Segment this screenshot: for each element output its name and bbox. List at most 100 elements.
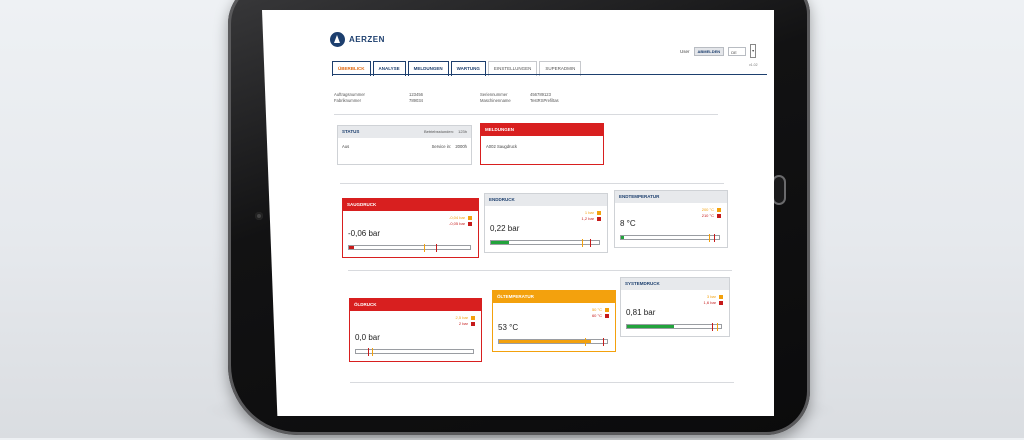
info-right-values: 456789123 TestRSPrefiltas — [530, 92, 559, 103]
gauge-bar — [620, 234, 720, 242]
aerzen-logo[interactable]: AERZEN — [330, 32, 385, 47]
alarm-limit: 1,2 bar — [582, 216, 601, 222]
gauge-limits: 3 bar 1,6 bar — [704, 294, 723, 306]
warning-square-icon — [468, 216, 472, 220]
tab-wartung[interactable]: WARTUNG — [450, 61, 486, 76]
warning-marker — [372, 348, 374, 356]
value-auftragsnummer: 123456 — [409, 92, 423, 97]
gauge-bar-fill — [349, 246, 354, 249]
aerzen-logo-icon — [330, 32, 345, 47]
alarm-limit-value: 1,6 bar — [703, 300, 716, 305]
value-maschinenname: TestRSPrefiltas — [530, 97, 559, 103]
warning-limit: 3 bar — [704, 294, 723, 300]
alarm-square-icon — [605, 314, 609, 318]
gauge-title: SYSTEMDRUCK — [621, 278, 729, 290]
operating-hours-value: 123h — [458, 129, 467, 134]
alarm-square-icon — [717, 214, 721, 218]
tab-einstellungen[interactable]: EINSTELLUNGEN — [487, 61, 538, 76]
divider — [348, 270, 732, 271]
warning-square-icon — [471, 316, 475, 320]
tab-analyse[interactable]: ANALYSE — [372, 61, 406, 76]
label-auftragsnummer: Auftragsnummer — [334, 92, 365, 97]
status-card-header: STATUS Betriebsstunden: 123h — [338, 126, 471, 138]
messages-card[interactable]: MELDUNGEN A002 Saugdruck — [480, 123, 604, 165]
alarm-limit-value: 210 °C — [701, 213, 714, 218]
logout-button[interactable]: ABMELDEN — [693, 46, 725, 56]
warning-limit-value: -0,04 bar — [448, 215, 465, 220]
alarm-marker — [590, 239, 592, 247]
tab-ueberblick[interactable]: ÜBERBLICK — [332, 61, 371, 76]
info-left-values: 123456 789034 — [409, 92, 423, 103]
alarm-square-icon — [468, 222, 472, 226]
gauge-value: 0,22 bar — [490, 224, 520, 233]
warning-marker — [424, 244, 426, 252]
gauge-bar-fill — [499, 340, 591, 343]
messages-card-header: MELDUNGEN — [481, 124, 603, 136]
tablet-screen: AERZEN User ABMELDEN DE ▾ v1.02 ÜBERBLIC… — [262, 10, 774, 416]
language-select[interactable]: DE — [728, 46, 747, 56]
gauge-card-oeldruck[interactable]: ÖLDRUCK 2,5 bar 2 bar 0,0 bar — [349, 298, 482, 362]
alarm-marker — [367, 348, 369, 356]
gauge-card-systemdruck[interactable]: SYSTEMDRUCK 3 bar 1,6 bar 0,81 bar — [620, 277, 730, 337]
alarm-marker — [436, 244, 438, 252]
gauge-card-oeltemperatur[interactable]: ÖLTEMPERATUR 50 °C 60 °C 53 °C — [492, 290, 616, 352]
alarm-marker — [602, 338, 604, 346]
alarm-limit: 2 bar — [456, 321, 475, 327]
gauge-bar — [348, 244, 471, 252]
divider — [334, 114, 718, 115]
divider — [340, 183, 724, 184]
warning-limit: -0,04 bar — [449, 215, 472, 221]
gauge-bar — [498, 338, 608, 346]
warning-limit: 2,5 bar — [456, 315, 475, 321]
gauge-card-endtemperatur[interactable]: ENDTEMPERATUR 200 °C 210 °C 8 °C — [614, 190, 728, 248]
main-tabs: ÜBERBLICK ANALYSE MELDUNGEN WARTUNG EINS… — [332, 61, 582, 76]
gauge-bar — [355, 348, 474, 356]
gauge-title: ÖLDRUCK — [350, 299, 481, 311]
gauge-bar-fill — [491, 241, 510, 244]
label-maschinenname: Maschinenname — [480, 97, 511, 103]
label-fabriknummer: Fabriknummer — [334, 97, 361, 103]
warning-limit-value: 2,5 bar — [455, 315, 468, 320]
gauge-value: -0,06 bar — [348, 229, 381, 238]
gauge-value: 8 °C — [620, 219, 636, 228]
warning-square-icon — [719, 295, 723, 299]
alarm-limit-value: 60 °C — [591, 313, 602, 318]
warning-limit-value: 1 bar — [584, 210, 594, 215]
alarm-limit: 60 °C — [592, 313, 609, 319]
message-item[interactable]: A002 Saugdruck — [486, 144, 517, 149]
divider — [350, 382, 734, 383]
service-label: Service in: — [431, 144, 452, 149]
status-row: Aus Service in: 2000h — [338, 144, 471, 150]
warning-square-icon — [717, 208, 721, 212]
home-button[interactable] — [772, 175, 786, 205]
gauge-limits: -0,04 bar -0,05 bar — [449, 215, 472, 227]
tab-superadmin[interactable]: SUPERADMIN — [539, 61, 582, 76]
operating-hours-label: Betriebsstunden: — [423, 129, 454, 134]
user-label: User — [680, 48, 690, 54]
gauge-value: 0,81 bar — [626, 308, 656, 317]
gauge-value: 53 °C — [498, 323, 519, 332]
tab-meldungen[interactable]: MELDUNGEN — [407, 61, 449, 76]
machine-state: Aus — [342, 144, 350, 149]
gauge-limits: 200 °C 210 °C — [702, 207, 721, 219]
chevron-down-icon[interactable]: ▾ — [750, 44, 757, 58]
gauge-card-enddruck[interactable]: ENDDRUCK 1 bar 1,2 bar 0,22 bar — [484, 193, 608, 253]
gauge-title: ENDDRUCK — [485, 194, 607, 206]
alarm-limit: 1,6 bar — [704, 300, 723, 306]
warning-marker — [709, 234, 711, 242]
service-info: Service in: 2000h — [432, 144, 467, 149]
gauge-bar-fill — [621, 236, 624, 239]
info-right-labels: Seriennummer Maschinenname — [480, 92, 511, 103]
warning-limit: 50 °C — [592, 307, 609, 313]
gauge-card-saugdruck[interactable]: SAUGDRUCK -0,04 bar -0,05 bar -0,06 bar — [342, 198, 479, 258]
gauge-value: 0,0 bar — [355, 333, 380, 342]
warning-limit: 200 °C — [702, 207, 721, 213]
value-fabriknummer: 789034 — [409, 97, 423, 103]
warning-marker — [581, 239, 583, 247]
version-label: v1.02 — [749, 63, 758, 67]
gauge-title: ENDTEMPERATUR — [615, 191, 727, 203]
logo-text: AERZEN — [349, 35, 385, 44]
warning-square-icon — [597, 211, 601, 215]
gauge-title: SAUGDRUCK — [343, 199, 478, 211]
warning-marker — [717, 323, 719, 331]
